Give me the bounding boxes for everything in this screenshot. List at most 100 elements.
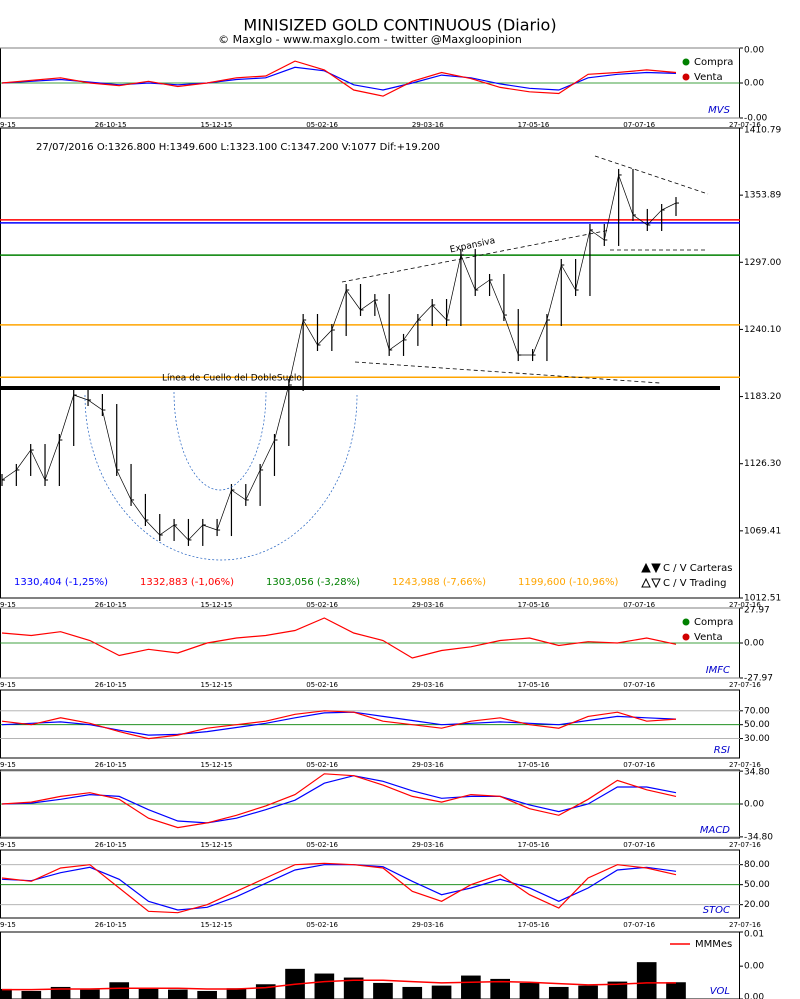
y-tick-label: -34.80: [744, 832, 773, 842]
y-tick-label: 1240.10: [744, 325, 781, 335]
legend-label: Compra: [694, 617, 733, 628]
y-tick-label: 1012.51: [744, 594, 781, 604]
y-tick-label: 80.00: [744, 860, 770, 870]
volume-bar: [80, 989, 100, 999]
x-tick-label: 17-05-16: [518, 921, 550, 929]
y-tick-label: 0.00: [744, 962, 764, 972]
panel-title: IMFC: [706, 665, 730, 676]
trend-line: [354, 361, 661, 384]
y-tick-label: 0.00: [744, 46, 764, 56]
trend-line: [594, 155, 709, 195]
x-tick-label: 17-05-16: [518, 681, 550, 689]
legend-marker: [682, 73, 690, 81]
volume-bar: [314, 973, 335, 999]
y-tick-label: 50.00: [744, 880, 770, 890]
volume-bar: [607, 981, 628, 999]
x-tick-label: 05-02-16: [306, 601, 338, 609]
volume-bar: [197, 990, 217, 999]
volume-bar: [109, 982, 130, 999]
panel-title: STOC: [703, 905, 730, 916]
indicator-line: [1, 617, 677, 659]
legend-label: Venta: [694, 72, 723, 83]
x-tick-label: 05-02-16: [306, 121, 338, 129]
x-tick-label: 05-02-16: [306, 921, 338, 929]
level-label: 1199,600 (-10,96%): [518, 577, 619, 588]
legend-symbol: [641, 562, 661, 574]
volume-bar: [636, 962, 657, 999]
y-tick-label: -27.97: [744, 674, 773, 684]
x-tick-label: 07-07-16: [623, 121, 655, 129]
x-tick-label: 15-12-15: [201, 121, 233, 129]
legend-marker: [682, 633, 690, 641]
x-tick-label: 27-07-16: [729, 841, 761, 849]
volume-bar: [21, 990, 42, 999]
volume-bar: [226, 988, 247, 999]
price-line: [1, 173, 677, 541]
volume-bar: [167, 989, 188, 999]
x-tick-label: 27-07-16: [729, 121, 761, 129]
annotation: Expansiva: [449, 236, 496, 255]
y-tick-label: 1183.20: [744, 392, 781, 402]
x-tick-label: 05-02-16: [306, 841, 338, 849]
volume-bar: [402, 986, 423, 999]
volume-bar: [138, 988, 159, 999]
volume-bar: [666, 982, 686, 999]
indicator-line: [1, 66, 677, 91]
chart-title: MINISIZED GOLD CONTINUOUS (Diario): [243, 16, 556, 35]
x-tick-label: 29-03-16: [412, 601, 444, 609]
x-tick-label: 15-12-15: [201, 841, 233, 849]
legend-label: MMMes: [695, 939, 732, 950]
x-tick-label: 27-07-16: [729, 761, 761, 769]
x-tick-label: 07-07-16: [623, 761, 655, 769]
x-tick-label: 9-15: [0, 681, 16, 689]
x-tick-label: 9-15: [0, 841, 16, 849]
x-tick-label: 05-02-16: [306, 681, 338, 689]
legend-label: Venta: [694, 632, 723, 643]
panel-frame: [0, 127, 740, 599]
x-tick-label: 17-05-16: [518, 761, 550, 769]
x-tick-label: 27-07-16: [729, 921, 761, 929]
x-tick-label: 9-15: [0, 921, 16, 929]
y-tick-label: 1353.89: [744, 191, 781, 201]
x-tick-label: 17-05-16: [518, 121, 550, 129]
y-tick-label: 20.00: [744, 900, 770, 910]
level-label: 1330,404 (-1,25%): [14, 577, 108, 588]
x-tick-label: 17-05-16: [518, 841, 550, 849]
x-tick-label: 26-10-15: [95, 921, 127, 929]
panel-title: MVS: [708, 105, 730, 116]
panel-frame: [0, 689, 740, 759]
x-tick-label: 9-15: [0, 761, 16, 769]
y-tick-label: 0.00: [744, 79, 764, 89]
y-tick-label: 0.00: [744, 800, 764, 810]
y-tick-label: 1297.00: [744, 258, 781, 268]
volume-bar: [519, 982, 540, 999]
volume-bar: [50, 986, 71, 999]
panel-title: MACD: [700, 825, 730, 836]
indicator-line: [1, 864, 677, 911]
x-tick-label: 07-07-16: [623, 921, 655, 929]
y-tick-label: 1069.41: [744, 526, 781, 536]
legend-marker: [682, 618, 690, 626]
indicator-line: [1, 773, 677, 829]
x-tick-label: 29-03-16: [412, 841, 444, 849]
legend-label: C / V Trading: [663, 578, 726, 589]
indicator-line: [1, 710, 677, 740]
indicator-line: [1, 775, 677, 824]
volume-bar: [548, 986, 569, 999]
panel-title: RSI: [714, 745, 730, 756]
y-tick-label: 30.00: [744, 734, 770, 744]
panel-frame: [0, 931, 740, 999]
x-tick-label: 15-12-15: [201, 601, 233, 609]
volume-bar: [578, 985, 598, 999]
indicator-line: [1, 711, 677, 736]
trend-line: [341, 229, 611, 283]
x-tick-label: 9-15: [0, 121, 16, 129]
panel-frame: [0, 849, 740, 919]
volume-bar: [431, 985, 452, 999]
level-label: 1332,883 (-1,06%): [140, 577, 234, 588]
x-tick-label: 26-10-15: [95, 121, 127, 129]
volume-bar: [343, 977, 364, 999]
x-tick-label: 27-07-16: [729, 681, 761, 689]
x-tick-label: 9-15: [0, 601, 16, 609]
